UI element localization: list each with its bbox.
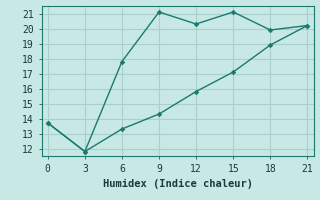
X-axis label: Humidex (Indice chaleur): Humidex (Indice chaleur) [103, 179, 252, 189]
